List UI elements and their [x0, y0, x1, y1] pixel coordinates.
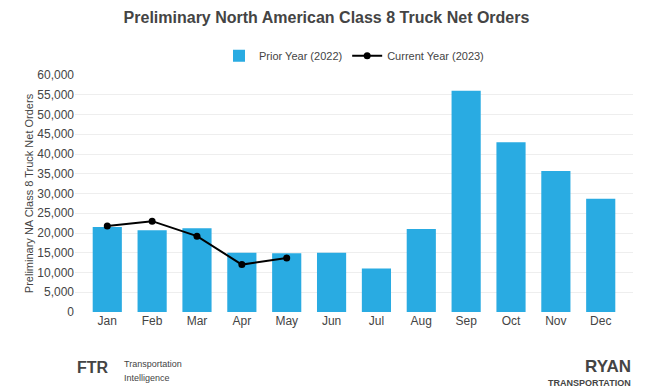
svg-text:Feb: Feb [142, 314, 163, 328]
svg-text:Transportation: Transportation [124, 359, 182, 369]
svg-text:RYAN: RYAN [585, 357, 631, 376]
svg-text:Current Year (2023): Current Year (2023) [387, 50, 484, 62]
svg-text:Dec: Dec [590, 314, 611, 328]
svg-text:May: May [275, 314, 298, 328]
svg-text:Intelligence: Intelligence [124, 373, 170, 383]
svg-text:60,000: 60,000 [37, 68, 74, 82]
svg-text:35,000: 35,000 [37, 167, 74, 181]
svg-text:50,000: 50,000 [37, 108, 74, 122]
svg-text:Nov: Nov [545, 314, 566, 328]
svg-text:10,000: 10,000 [37, 266, 74, 280]
svg-text:Sep: Sep [455, 314, 477, 328]
svg-text:Prior Year (2022): Prior Year (2022) [259, 50, 342, 62]
svg-text:Preliminary NA Class 8 Truck N: Preliminary NA Class 8 Truck Net Orders [23, 93, 35, 293]
svg-text:Oct: Oct [502, 314, 521, 328]
svg-text:5,000: 5,000 [44, 285, 74, 299]
svg-text:Preliminary North American Cla: Preliminary North American Class 8 Truck… [124, 9, 530, 26]
svg-text:25,000: 25,000 [37, 206, 74, 220]
svg-text:Jun: Jun [322, 314, 341, 328]
svg-text:Aug: Aug [411, 314, 432, 328]
svg-text:0: 0 [67, 305, 74, 319]
svg-text:55,000: 55,000 [37, 88, 74, 102]
svg-text:Apr: Apr [233, 314, 252, 328]
svg-text:Jul: Jul [369, 314, 384, 328]
svg-text:Mar: Mar [187, 314, 208, 328]
svg-text:30,000: 30,000 [37, 187, 74, 201]
svg-text:15,000: 15,000 [37, 246, 74, 260]
svg-text:20,000: 20,000 [37, 226, 74, 240]
svg-text:Jan: Jan [98, 314, 117, 328]
svg-text:FTR: FTR [77, 359, 109, 376]
svg-text:40,000: 40,000 [37, 147, 74, 161]
svg-text:45,000: 45,000 [37, 127, 74, 141]
svg-text:TRANSPORTATION: TRANSPORTATION [548, 378, 631, 388]
